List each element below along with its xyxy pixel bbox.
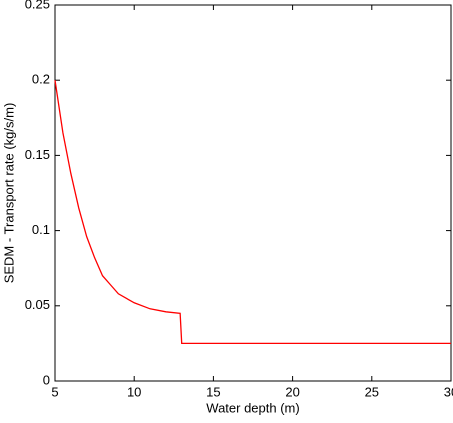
y-tick-label: 0 (43, 372, 50, 387)
y-tick-label: 0.05 (25, 297, 50, 312)
y-axis-label: SEDM - Transport rate (kg/s/m) (1, 103, 16, 284)
y-tick-label: 0.15 (25, 147, 50, 162)
data-line (54, 80, 451, 345)
x-tick-label: 10 (127, 384, 141, 399)
x-tick-label: 20 (285, 384, 299, 399)
x-axis-label: Water depth (m) (206, 400, 299, 415)
x-tick-label: 25 (365, 384, 379, 399)
x-tick-label: 30 (444, 384, 453, 399)
plot-frame (54, 4, 452, 382)
x-tick-label: 5 (51, 384, 58, 399)
x-tick-label: 15 (206, 384, 220, 399)
y-tick-label: 0.1 (32, 222, 50, 237)
y-tick-label: 0.25 (25, 0, 50, 11)
y-tick-label: 0.2 (32, 72, 50, 87)
